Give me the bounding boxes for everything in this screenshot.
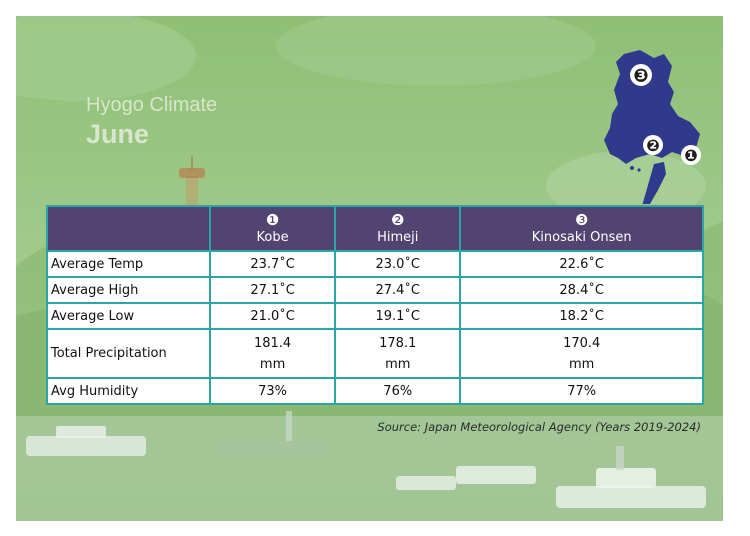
precip-value: 178.1	[379, 335, 417, 351]
precip-unit: mm	[569, 356, 595, 372]
island-dot	[637, 168, 641, 172]
marker-3: ❸	[633, 66, 648, 87]
table-row: Average High 27.1˚C 27.4˚C 28.4˚C	[46, 276, 704, 304]
row-label: Avg Humidity	[46, 377, 211, 405]
marker-3-bg	[630, 64, 652, 86]
table-cell: 28.4˚C	[459, 276, 704, 304]
climate-table: ❶ Kobe ❷ Himeji ❸ Kinosaki Onsen Average…	[46, 205, 704, 405]
row-label: Average Low	[46, 302, 211, 330]
table-row: Avg Humidity 73% 76% 77%	[46, 377, 704, 405]
table-cell: 181.4 mm	[208, 328, 337, 379]
header-himeji-number: ❷	[391, 210, 405, 229]
precip-unit: mm	[259, 356, 286, 372]
table-row: Total Precipitation 181.4 mm 178.1 mm 17…	[46, 328, 704, 379]
marker-2: ❷	[646, 136, 660, 155]
table-cell: 76%	[334, 377, 462, 405]
row-label: Average Temp	[46, 250, 211, 278]
awaji-island-shape	[642, 162, 666, 204]
header-kinosaki-number: ❸	[574, 210, 589, 229]
header-himeji: ❷ Himeji	[334, 205, 462, 252]
page-title: Hyogo Climate June	[86, 94, 217, 150]
header-kobe-number: ❶	[265, 210, 280, 229]
table-cell: 23.0˚C	[334, 250, 462, 278]
table-cell: 73%	[208, 377, 337, 405]
table-cell: 170.4 mm	[459, 328, 704, 379]
table-header-row: ❶ Kobe ❷ Himeji ❸ Kinosaki Onsen	[46, 205, 704, 252]
table-cell: 178.1 mm	[334, 328, 462, 379]
table-cell: 19.1˚C	[334, 302, 462, 330]
header-kinosaki-name: Kinosaki Onsen	[531, 229, 632, 245]
marker-1-bg	[681, 145, 701, 165]
marker-1: ❶	[684, 146, 698, 165]
slide: Hyogo Climate June ❸ ❷ ❶ ❶ Kobe ❷ Himeji	[16, 16, 723, 521]
source-note: Source: Japan Meteorological Agency (Yea…	[377, 420, 701, 434]
precip-value: 170.4	[563, 335, 601, 351]
hyogo-map: ❸ ❷ ❶	[604, 50, 701, 204]
table-cell: 27.4˚C	[334, 276, 462, 304]
table-cell: 27.1˚C	[208, 276, 337, 304]
header-kobe: ❶ Kobe	[208, 205, 337, 252]
title-region: Hyogo Climate	[86, 94, 218, 116]
header-kobe-name: Kobe	[256, 229, 289, 245]
island-dot	[630, 166, 634, 170]
row-label: Average High	[46, 276, 211, 304]
header-empty-cell	[46, 205, 211, 252]
header-himeji-name: Himeji	[377, 229, 419, 245]
precip-unit: mm	[385, 356, 411, 372]
table-cell: 21.0˚C	[208, 302, 337, 330]
table-cell: 18.2˚C	[459, 302, 704, 330]
row-label: Total Precipitation	[46, 328, 211, 379]
table-cell: 22.6˚C	[459, 250, 704, 278]
table-row: Average Low 21.0˚C 19.1˚C 18.2˚C	[46, 302, 704, 330]
header-kinosaki: ❸ Kinosaki Onsen	[459, 205, 704, 252]
table-row: Average Temp 23.7˚C 23.0˚C 22.6˚C	[46, 250, 704, 278]
hyogo-prefecture-shape	[604, 50, 700, 164]
title-month: June	[86, 119, 150, 149]
table-cell: 23.7˚C	[208, 250, 337, 278]
precip-value: 181.4	[253, 335, 292, 351]
table-cell: 77%	[459, 377, 704, 405]
marker-2-bg	[643, 135, 663, 155]
